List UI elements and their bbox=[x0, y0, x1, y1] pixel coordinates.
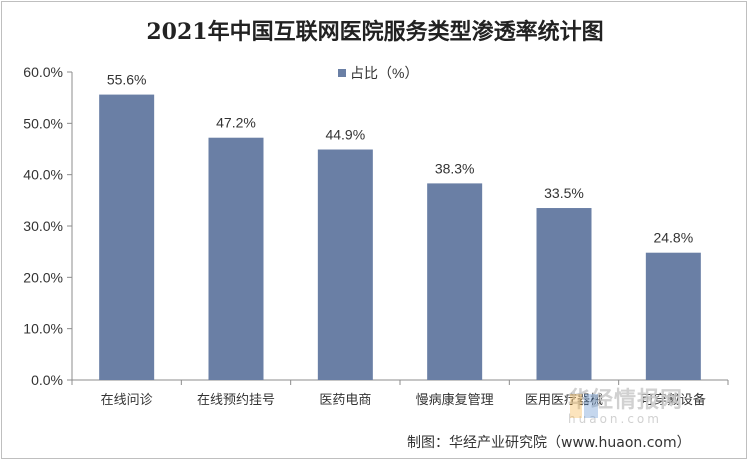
y-tick-label: 40.0% bbox=[23, 167, 63, 183]
bar bbox=[427, 183, 483, 380]
bar bbox=[317, 149, 373, 380]
watermark-title: 华经情报网 bbox=[568, 388, 684, 413]
huaon-logo-icon bbox=[570, 394, 598, 418]
category-label: 慢病康复管理 bbox=[416, 392, 494, 408]
source-note: 制图：华经产业研究院（www.huaon.com） bbox=[407, 435, 691, 451]
category-label: 医药电商 bbox=[319, 393, 371, 408]
data-label: 47.2% bbox=[216, 115, 256, 131]
data-label: 44.9% bbox=[325, 127, 365, 143]
data-label: 55.6% bbox=[107, 72, 147, 88]
category-label: 在线预约挂号 bbox=[197, 393, 275, 408]
y-tick-label: 0.0% bbox=[31, 372, 63, 388]
data-label: 38.3% bbox=[435, 160, 475, 176]
bar bbox=[99, 94, 155, 380]
category-label: 医用医疗器械 bbox=[525, 393, 603, 408]
category-label: 可穿戴设备 bbox=[641, 392, 706, 408]
y-tick-label: 20.0% bbox=[23, 269, 63, 285]
bar bbox=[536, 208, 592, 380]
category-label: 在线问诊 bbox=[101, 393, 153, 408]
y-tick-label: 30.0% bbox=[23, 218, 63, 234]
legend: 占比（%） bbox=[338, 63, 418, 83]
bar bbox=[208, 137, 264, 380]
legend-label: 占比（%） bbox=[350, 65, 419, 81]
y-tick-label: 50.0% bbox=[23, 115, 63, 131]
data-label: 24.8% bbox=[653, 230, 693, 246]
watermark: 华经情报网 huaon.com bbox=[568, 388, 684, 426]
y-tick-label: 10.0% bbox=[23, 321, 63, 337]
watermark-url: huaon.com bbox=[568, 412, 662, 426]
y-tick-label: 60.0% bbox=[23, 64, 63, 80]
legend-swatch bbox=[338, 69, 346, 77]
data-label: 33.5% bbox=[544, 185, 584, 201]
bar bbox=[645, 252, 701, 380]
chart-title: 2021年中国互联网医院服务类型渗透率统计图 bbox=[146, 19, 604, 45]
